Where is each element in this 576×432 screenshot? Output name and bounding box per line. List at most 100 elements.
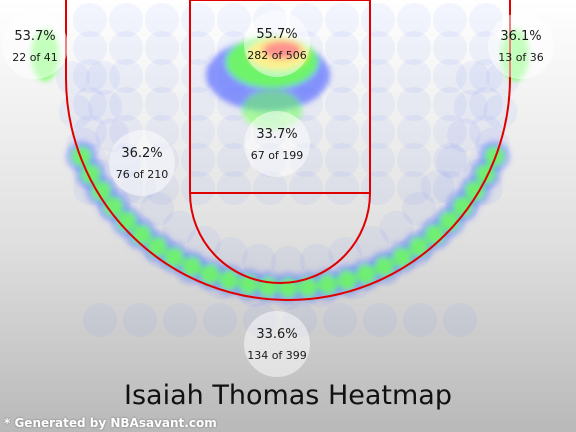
- density-blob: [363, 303, 397, 337]
- paint-lane: [189, 0, 371, 194]
- density-blob: [420, 169, 455, 204]
- zone-makes-attempts: 67 of 199: [251, 149, 304, 162]
- hotspot-mid: [164, 247, 184, 268]
- density-blob: [325, 31, 359, 65]
- density-blob: [453, 89, 488, 124]
- density-blob: [181, 171, 215, 205]
- density-blob: [325, 143, 359, 177]
- density-blob: [325, 59, 359, 93]
- hotspot-mid: [71, 146, 92, 167]
- density-blob: [271, 246, 305, 280]
- density-blob: [446, 118, 481, 153]
- zone-percentage: 33.6%: [256, 327, 297, 342]
- density-blob: [73, 3, 107, 37]
- hotspot-mid: [297, 277, 318, 298]
- hotspot-mid: [218, 270, 239, 291]
- density-blob: [123, 303, 157, 337]
- density-blob: [379, 210, 414, 245]
- density-blob: [325, 3, 359, 37]
- footer-credit: * Generated by NBAsavant.com: [4, 416, 217, 430]
- density-blob: [397, 59, 431, 93]
- hotspot-mid: [424, 224, 445, 245]
- density-blob: [163, 303, 197, 337]
- zone-percentage: 53.7%: [14, 29, 55, 44]
- zone-percentage: 36.2%: [121, 146, 162, 161]
- density-blob: [443, 303, 477, 337]
- density-blob: [435, 144, 470, 179]
- density-blob: [145, 59, 179, 93]
- zone-marker: 53.7% 22 of 41: [2, 13, 68, 79]
- density-blob: [299, 243, 334, 278]
- three-point-line: [65, 0, 511, 301]
- density-blob: [73, 31, 107, 65]
- density-blob: [73, 87, 107, 121]
- zone-marker: 55.7% 282 of 506: [244, 11, 310, 77]
- density-blob: [145, 3, 179, 37]
- zone-labels: 53.7% 22 of 41 55.7% 282 of 506 36.1% 13 of 3…: [2, 11, 554, 377]
- density-blob: [109, 3, 143, 37]
- density-blob: [73, 115, 107, 149]
- zone-makes-attempts: 76 of 210: [116, 168, 169, 181]
- density-blob: [109, 31, 143, 65]
- density-blob: [325, 87, 359, 121]
- hotspot-mid: [408, 236, 429, 257]
- density-blob: [397, 115, 431, 149]
- zone-makes-attempts: 282 of 506: [247, 49, 307, 62]
- zone-percentage: 55.7%: [256, 27, 297, 42]
- density-blob: [354, 225, 389, 260]
- density-blob: [469, 87, 503, 121]
- zone-marker: 36.1% 13 of 36: [488, 13, 554, 79]
- zone-bubble: [2, 13, 68, 79]
- density-blob: [433, 59, 467, 93]
- density-blob: [86, 61, 120, 95]
- hotspot-mid: [91, 180, 112, 201]
- zone-bubble: [109, 130, 175, 196]
- zone-bubble: [244, 111, 310, 177]
- density-blob: [140, 191, 175, 226]
- density-blob: [242, 243, 277, 278]
- density-blob: [433, 143, 467, 177]
- density-blob: [217, 115, 251, 149]
- density-blob: [325, 171, 359, 205]
- zone-makes-attempts: 134 of 399: [247, 349, 307, 362]
- hotspot-mid: [116, 211, 137, 232]
- zone-percentage: 33.7%: [256, 127, 297, 142]
- court-lines: [65, 0, 511, 301]
- zone-marker: 33.6% 134 of 399: [244, 311, 310, 377]
- hotspot-mid: [181, 256, 202, 277]
- density-blob: [145, 87, 179, 121]
- free-throw-circle: [189, 192, 371, 284]
- density-blob: [253, 171, 287, 205]
- hotspot-mid: [464, 180, 485, 201]
- density-blob: [397, 87, 431, 121]
- density-blob: [433, 115, 467, 149]
- zone-bubble: [244, 311, 310, 377]
- hotspot-mid: [374, 256, 395, 277]
- density-blob: [217, 3, 251, 37]
- hotspot-mid: [392, 247, 412, 268]
- density-blob: [469, 115, 503, 149]
- hotspot-mid: [337, 270, 358, 291]
- hotspot-mid: [103, 196, 124, 217]
- density-blob: [289, 171, 323, 205]
- density-blob: [401, 191, 436, 226]
- density-blob: [88, 89, 123, 124]
- zone-marker: 36.2% 76 of 210: [109, 130, 175, 196]
- density-blob: [109, 87, 143, 121]
- density-blob: [325, 115, 359, 149]
- density-blob: [397, 171, 431, 205]
- density-blob: [397, 143, 431, 177]
- density-blob: [323, 303, 357, 337]
- density-blob: [433, 31, 467, 65]
- hotspot-mid: [355, 264, 376, 285]
- chart-title: Isaiah Thomas Heatmap: [124, 380, 452, 411]
- hotspot-mid: [439, 211, 460, 232]
- density-blob: [433, 3, 467, 37]
- density-blob: [162, 210, 197, 245]
- hotspot-mid: [131, 224, 152, 245]
- density-blob: [145, 31, 179, 65]
- zone-marker: 33.7% 67 of 199: [244, 111, 310, 177]
- zone-bubble: [244, 11, 310, 77]
- density-blob: [456, 61, 490, 95]
